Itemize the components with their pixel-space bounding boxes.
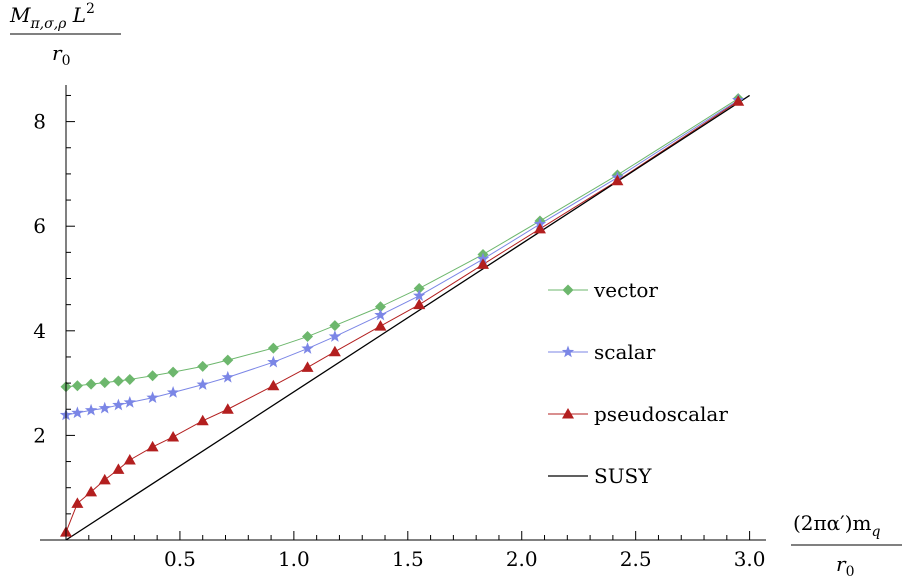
x-label-numerator-sub: q: [872, 524, 881, 540]
data-point-pseudoscalar: [533, 222, 546, 234]
data-point-vector: [147, 370, 159, 382]
legend-marker-vector: [562, 284, 574, 296]
legend-label-pseudoscalar: pseudoscalar: [594, 402, 728, 426]
data-point-vector: [85, 378, 97, 390]
data-point-pseudoscalar: [112, 463, 125, 474]
y-label-numerator-sub: π,σ,ρ: [29, 16, 67, 32]
svg-text:r0: r0: [52, 41, 70, 69]
series-line-scalar: [65, 99, 739, 416]
data-point-pseudoscalar: [328, 345, 341, 357]
svg-text:(2πα′)mq: (2πα′)mq: [793, 511, 881, 540]
x-ticks: 0.5 1.0 1.5 2.0 2.5 3.0: [88, 531, 766, 571]
x-label-numerator: (2πα′)m: [793, 511, 872, 535]
data-point-scalar: [98, 401, 111, 414]
data-point-scalar: [146, 391, 159, 404]
data-point-pseudoscalar: [301, 361, 314, 372]
data-point-scalar: [301, 342, 314, 354]
legend-marker-scalar: [561, 345, 575, 358]
data-point-pseudoscalar: [123, 453, 136, 465]
x-tick-label: 2.5: [620, 547, 652, 571]
x-tick-label: 3.0: [734, 547, 766, 571]
legend-marker-pseudoscalar: [562, 408, 574, 419]
data-point-vector: [197, 360, 209, 372]
data-point-scalar: [221, 370, 234, 383]
x-tick-label: 0.5: [164, 547, 196, 571]
y-label-denominator: r: [52, 41, 63, 65]
svg-text:r0: r0: [836, 552, 854, 580]
x-tick-label: 1.5: [392, 547, 424, 571]
legend-label-scalar: scalar: [594, 340, 656, 364]
data-point-vector: [71, 380, 83, 392]
data-point-scalar: [267, 355, 280, 368]
data-point-pseudoscalar: [196, 414, 209, 426]
y-tick-label: 4: [33, 319, 46, 343]
y-label-numerator-sup: 2: [86, 1, 95, 17]
y-tick-label: 2: [33, 423, 46, 447]
data-point-scalar: [84, 403, 98, 416]
data-point-pseudoscalar: [374, 320, 387, 331]
data-point-pseudoscalar: [611, 174, 624, 186]
y-axis-label: Mπ,σ,ρ L2 r0: [9, 1, 121, 69]
x-label-denominator-sub: 0: [846, 564, 855, 580]
data-point-pseudoscalar: [71, 497, 84, 508]
x-tick-label: 2.0: [506, 547, 538, 571]
data-point-pseudoscalar: [167, 430, 180, 442]
data-point-pseudoscalar: [413, 298, 426, 310]
data-point-vector: [222, 354, 234, 366]
data-point-vector: [99, 377, 111, 389]
data-point-pseudoscalar: [477, 258, 489, 269]
y-tick-label: 6: [33, 214, 46, 238]
series-line-susy: [65, 94, 750, 541]
series-markers: [59, 93, 745, 537]
data-point-vector: [329, 320, 341, 332]
data-point-scalar: [196, 378, 209, 390]
y-tick-label: 8: [33, 110, 46, 134]
data-point-vector: [124, 373, 136, 385]
y-ticks: 2 4 6 8: [33, 94, 75, 515]
y-label-numerator-tail: L: [66, 3, 86, 27]
data-point-vector: [413, 282, 425, 294]
data-point-vector: [302, 331, 314, 343]
data-point-scalar: [112, 398, 125, 411]
data-point-pseudoscalar: [732, 95, 745, 106]
data-point-scalar: [71, 406, 84, 419]
data-point-scalar: [166, 386, 180, 398]
data-point-pseudoscalar: [146, 440, 159, 452]
legend-label-vector: vector: [593, 278, 658, 302]
data-point-vector: [267, 342, 279, 354]
data-point-scalar: [123, 395, 136, 408]
legend: vector scalar pseudoscalar SUSY: [548, 278, 728, 488]
y-label-denominator-sub: 0: [62, 53, 71, 69]
data-point-scalar: [374, 308, 387, 321]
data-point-pseudoscalar: [98, 473, 111, 485]
y-label-numerator: M: [9, 3, 31, 27]
legend-label-susy: SUSY: [594, 464, 652, 488]
data-point-pseudoscalar: [85, 485, 98, 497]
x-label-denominator: r: [836, 552, 847, 576]
svg-text:Mπ,σ,ρ L2: Mπ,σ,ρ L2: [9, 1, 95, 32]
data-point-scalar: [328, 330, 342, 342]
data-point-pseudoscalar: [221, 403, 234, 414]
x-tick-label: 1.0: [278, 547, 310, 571]
data-point-vector: [374, 301, 386, 313]
data-point-scalar: [413, 289, 426, 302]
data-point-vector: [167, 366, 179, 378]
data-point-vector: [112, 375, 124, 387]
data-point-pseudoscalar: [267, 379, 280, 391]
x-axis-label: (2πα′)mq r0: [791, 511, 902, 580]
